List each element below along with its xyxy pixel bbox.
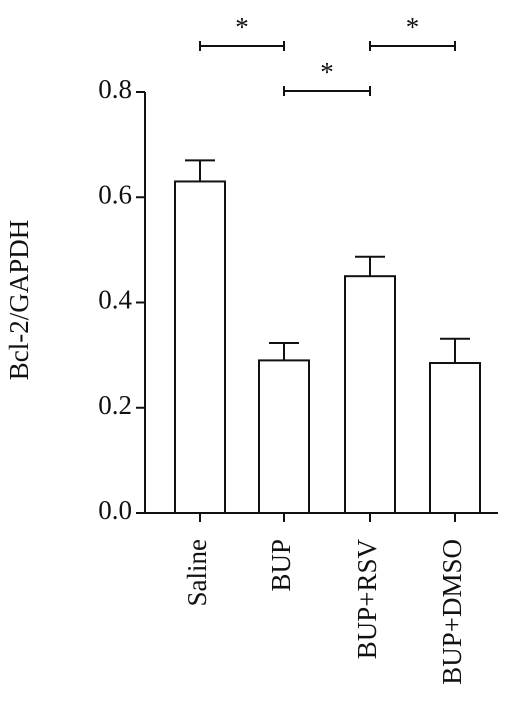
x-tick-label: Saline	[182, 539, 212, 607]
bar	[258, 359, 310, 515]
significance-label: *	[235, 12, 249, 42]
bar	[174, 180, 226, 514]
y-axis-label: Bcl-2/GAPDH	[4, 220, 34, 381]
y-tick-label: 0.0	[98, 495, 132, 525]
y-tick-label: 0.8	[98, 74, 132, 104]
significance-label: *	[320, 57, 334, 87]
x-tick-label: BUP+RSV	[352, 539, 382, 660]
bar	[429, 362, 481, 514]
y-tick-label: 0.6	[98, 179, 132, 209]
x-tick-label: BUP	[266, 539, 296, 592]
x-tick-label: BUP+DMSO	[437, 539, 467, 685]
y-tick-label: 0.4	[98, 285, 132, 315]
y-tick-label: 0.2	[98, 390, 132, 420]
bar	[344, 275, 396, 514]
significance-label: *	[406, 12, 420, 42]
